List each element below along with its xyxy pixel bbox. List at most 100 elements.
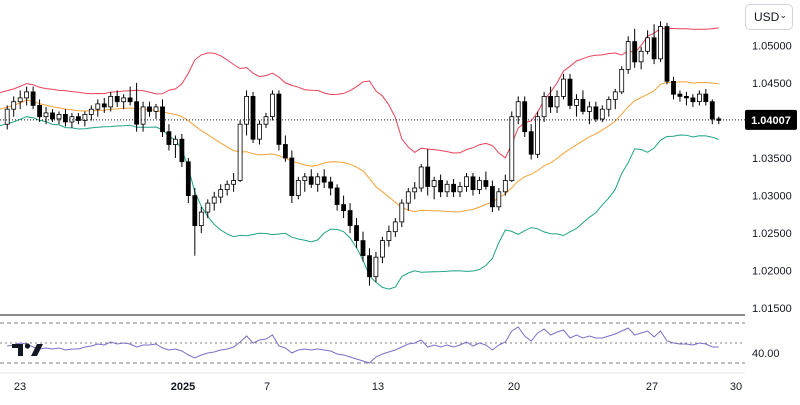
- candle: [321, 169, 327, 189]
- candle-body: [677, 93, 683, 97]
- candle-body: [334, 187, 340, 205]
- candle: [612, 88, 618, 110]
- candle: [561, 73, 566, 100]
- currency-dropdown[interactable]: USD ⌄: [745, 4, 793, 30]
- candle-body: [496, 191, 502, 208]
- candle: [56, 111, 62, 125]
- candle: [121, 94, 127, 110]
- candle-body: [658, 26, 663, 60]
- candle: [166, 124, 172, 151]
- candle: [101, 97, 107, 113]
- candle-body: [431, 180, 437, 187]
- candle: [548, 86, 553, 113]
- candle-body: [574, 99, 579, 106]
- candle: [671, 76, 676, 100]
- bb-upper-line: [0, 27, 719, 159]
- candle: [496, 188, 502, 211]
- candle-body: [444, 183, 450, 193]
- candle: [295, 176, 301, 200]
- candle-body: [561, 78, 566, 97]
- candle-body: [645, 37, 650, 52]
- candle: [172, 135, 178, 158]
- candle-body: [276, 93, 282, 145]
- candle-body: [587, 106, 592, 112]
- candle: [43, 106, 49, 125]
- candle-body: [11, 101, 17, 110]
- candle: [354, 218, 359, 249]
- candle: [347, 203, 353, 234]
- candle-body: [528, 131, 534, 155]
- candle: [192, 188, 198, 256]
- candle-body: [457, 186, 463, 193]
- candle-body: [418, 166, 424, 189]
- candle: [11, 96, 17, 117]
- candle-body: [244, 96, 250, 125]
- candle-body: [289, 157, 295, 196]
- candle: [224, 180, 230, 196]
- candle: [276, 90, 282, 151]
- candle: [282, 135, 288, 162]
- candle-body: [250, 96, 256, 140]
- candle: [88, 105, 94, 121]
- candle-body: [697, 93, 702, 102]
- candle: [489, 180, 495, 213]
- x-tick-label: 2025: [171, 381, 195, 393]
- candle-body: [43, 112, 49, 118]
- candle: [153, 103, 159, 119]
- candle: [198, 206, 204, 234]
- candle-body: [535, 116, 540, 155]
- candle: [211, 191, 217, 211]
- candle: [127, 86, 133, 106]
- candle: [315, 173, 321, 192]
- candle-body: [37, 105, 42, 118]
- candle-body: [367, 255, 372, 278]
- candle-body: [185, 161, 191, 197]
- candle: [476, 176, 482, 195]
- candle-body: [121, 97, 127, 103]
- candle-body: [50, 112, 55, 120]
- candle-body: [464, 176, 469, 188]
- candle-body: [438, 180, 444, 193]
- candle: [716, 116, 722, 125]
- candle: [405, 188, 411, 211]
- candle: [379, 236, 385, 264]
- candle-body: [541, 96, 547, 118]
- candle-body: [63, 114, 68, 123]
- candle-body: [509, 116, 515, 181]
- candle-body: [354, 225, 359, 242]
- candle: [4, 105, 10, 130]
- candle: [684, 91, 689, 106]
- candle: [147, 101, 152, 117]
- candle: [360, 231, 366, 262]
- candle-body: [470, 176, 476, 191]
- candle: [645, 30, 650, 55]
- candle-body: [599, 108, 605, 120]
- candle: [528, 124, 534, 160]
- candle-body: [612, 91, 618, 100]
- candle: [114, 90, 120, 107]
- candle-body: [315, 176, 321, 185]
- candle: [502, 174, 508, 196]
- candle-body: [4, 108, 10, 125]
- candle-body: [567, 78, 573, 106]
- candle-body: [153, 106, 159, 112]
- candle: [606, 96, 612, 117]
- candle-body: [619, 69, 625, 93]
- candle: [140, 101, 146, 132]
- candle-body: [502, 180, 508, 193]
- candle: [218, 184, 224, 204]
- bb-middle-line: [0, 81, 719, 213]
- candle: [289, 150, 295, 204]
- candle: [244, 90, 250, 136]
- candle: [418, 164, 424, 192]
- candle: [515, 96, 521, 125]
- candle-body: [328, 181, 334, 189]
- y-tick-label: 1.02000: [752, 266, 792, 278]
- candle: [263, 112, 269, 128]
- candle-body: [386, 231, 392, 242]
- candle-body: [295, 180, 301, 196]
- candle-body: [172, 138, 178, 145]
- candle: [367, 248, 372, 286]
